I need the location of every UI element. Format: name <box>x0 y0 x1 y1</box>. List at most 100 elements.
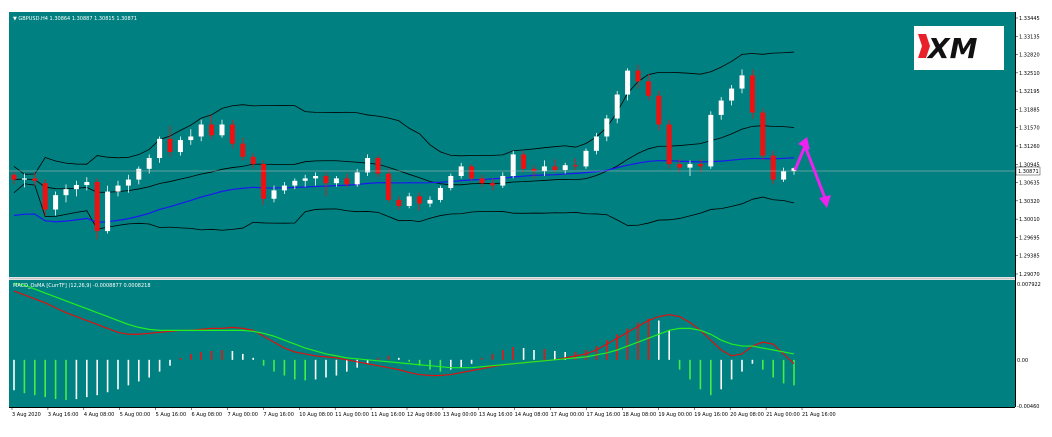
candle <box>42 179 48 216</box>
candle-body <box>157 138 163 159</box>
candle <box>209 114 215 139</box>
candle <box>729 84 735 106</box>
candle <box>635 64 641 89</box>
candle-body <box>396 199 402 206</box>
candle <box>63 184 69 203</box>
candle <box>749 69 755 119</box>
candle <box>781 167 787 182</box>
candle-body <box>593 136 599 151</box>
current-price-label: 1.30871 <box>1018 169 1039 175</box>
candle <box>261 160 267 205</box>
candle-body <box>333 178 339 184</box>
candle-body <box>510 154 516 176</box>
price-tick-label: 1.30945 <box>1019 162 1040 168</box>
forecast-arrow-down-shaft <box>803 145 827 199</box>
candle-body <box>781 171 787 180</box>
time-tick-label: 6 Aug 08:00 <box>192 412 223 418</box>
price-tick-label: 1.30635 <box>1019 181 1040 187</box>
candle <box>697 159 703 173</box>
current-price-box <box>1015 166 1041 176</box>
time-tick-label: 17 Aug 00:00 <box>551 412 585 418</box>
candle-body <box>125 179 131 186</box>
macd-panel-bg[interactable] <box>9 280 1015 407</box>
macd-main-line <box>13 290 795 377</box>
candle-body <box>427 199 433 204</box>
forecast-arrow-down-head <box>819 195 831 208</box>
price-tick-label: 1.30320 <box>1019 199 1040 205</box>
macd-tick-label: 0.007922 <box>1017 282 1041 288</box>
candle-body <box>479 178 485 184</box>
time-axis-ticks: 3 Aug 2020 3 Aug 16:00 4 Aug 08:00 5 Aug 00… <box>11 407 836 418</box>
candle <box>136 166 142 185</box>
candle-body <box>94 181 100 232</box>
candle <box>666 119 672 169</box>
candle <box>198 119 204 142</box>
macd-lines <box>13 282 795 377</box>
price-header: ▼ GBPUSD.H4 1.30864 1.30887 1.30815 1.30… <box>13 16 137 22</box>
candle-body <box>749 75 755 113</box>
candle <box>625 68 631 101</box>
time-tick-label: 5 Aug 00:00 <box>120 412 151 418</box>
price-tick-label: 1.29385 <box>1019 254 1040 260</box>
candle <box>677 159 683 173</box>
candle-body <box>365 158 371 173</box>
candle-body <box>84 181 90 185</box>
candle-body <box>63 189 69 196</box>
candle <box>583 148 589 169</box>
candle-body <box>552 166 558 171</box>
candle <box>552 159 558 173</box>
price-axis-ticks: 1.33445 1.33135 1.32820 1.32510 1.32195 1.318… <box>1015 16 1041 410</box>
candle <box>292 178 298 190</box>
candle-body <box>302 178 308 181</box>
candle <box>573 158 579 171</box>
candle-body <box>437 187 443 200</box>
candle <box>302 174 308 187</box>
band-middle-line <box>13 125 795 193</box>
price-tick-label: 1.33135 <box>1019 34 1040 40</box>
candle <box>73 180 79 197</box>
candle <box>489 178 495 191</box>
candle-body <box>666 124 672 165</box>
macd-signal-line <box>13 282 795 369</box>
ma-line <box>13 157 795 224</box>
price-tick-label: 1.31260 <box>1019 144 1040 150</box>
candle-body <box>229 124 235 144</box>
candle-body <box>417 196 423 204</box>
candle-body <box>583 150 589 167</box>
price-panel-bg[interactable] <box>9 12 1015 277</box>
candle <box>281 181 287 194</box>
macd-tick-label: 0.00 <box>1017 358 1028 364</box>
candle <box>240 137 246 161</box>
candle <box>125 174 131 193</box>
candle <box>604 114 610 142</box>
candle <box>94 178 100 240</box>
candle-body <box>697 164 703 167</box>
candle-body <box>261 164 267 199</box>
candle <box>271 185 277 203</box>
candle <box>479 174 485 187</box>
time-tick-label: 19 Aug 16:00 <box>694 412 728 418</box>
candle-body <box>448 175 454 188</box>
band-upper-line <box>13 51 795 175</box>
price-tick-label: 1.29070 <box>1019 272 1040 278</box>
candle-body <box>760 112 766 156</box>
bollinger-bands <box>13 51 795 231</box>
candle <box>718 96 724 120</box>
candle-body <box>281 185 287 191</box>
candle-body <box>53 195 59 210</box>
candle <box>250 153 256 169</box>
candle-body <box>645 81 651 96</box>
candle-body <box>614 94 620 119</box>
candle <box>708 111 714 169</box>
candle <box>313 172 319 186</box>
time-tick-label: 21 Aug 00:00 <box>766 412 800 418</box>
candle <box>541 160 547 176</box>
candle-body <box>271 190 277 199</box>
candle-body <box>541 166 547 172</box>
candle <box>53 191 59 216</box>
candle-body <box>531 168 537 172</box>
price-tick-label: 1.33445 <box>1019 16 1040 22</box>
candle-body <box>677 164 683 168</box>
time-tick-label: 17 Aug 16:00 <box>587 412 621 418</box>
